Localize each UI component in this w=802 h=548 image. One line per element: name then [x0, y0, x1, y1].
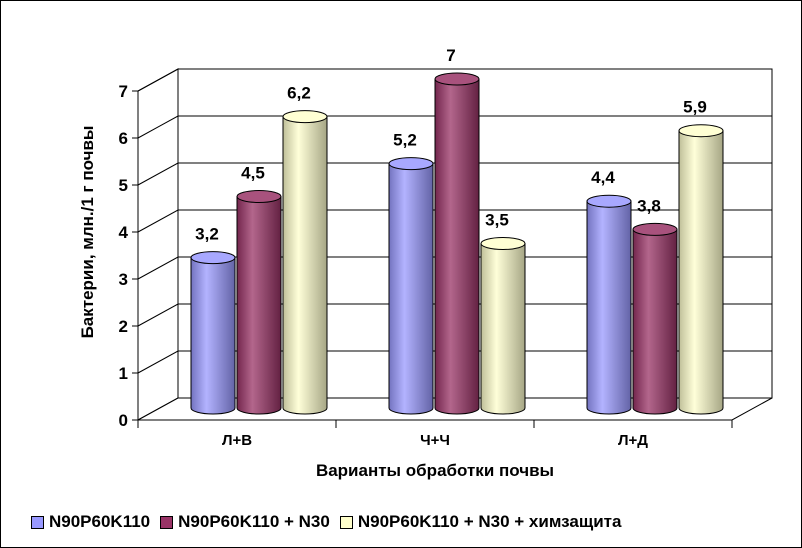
bar-body — [388, 163, 434, 415]
labels-layer: 0 1 2 3 4 5 6 7 Л+В Ч+Ч Л+Д 3,2 5,2 4,4 4,5 7 3,8 6,2 3,5 5… — [119, 46, 707, 449]
bar-top — [236, 190, 282, 203]
bar-body — [678, 130, 724, 415]
y-axis-title: Бактерии, млн./1 г почвы — [78, 126, 97, 339]
legend-swatch — [31, 515, 44, 529]
data-label: 7 — [446, 46, 455, 65]
data-label: 4,4 — [591, 168, 615, 187]
bar — [236, 190, 282, 415]
y-tick-label: 3 — [119, 270, 128, 289]
legend-item: N90P60K110 + N30 + химзащита — [339, 512, 622, 532]
bar-body — [632, 228, 678, 415]
legend: N90P60K110 N90P60K110 + N30 N90P60K110 +… — [31, 512, 631, 532]
y-tick-label: 1 — [119, 364, 128, 383]
legend-swatch — [160, 515, 174, 529]
bar-top — [480, 237, 526, 250]
gridline — [137, 350, 772, 374]
x-category-label: Л+В — [222, 432, 252, 449]
y-tick-label: 0 — [119, 411, 128, 430]
bar-top — [434, 72, 480, 86]
y-tick-label: 5 — [119, 176, 128, 195]
y-tick-label: 7 — [119, 82, 128, 101]
x-category-label: Л+Д — [618, 432, 648, 449]
legend-swatch — [339, 515, 353, 529]
bar-top — [586, 194, 632, 208]
data-label: 5,2 — [393, 131, 417, 150]
x-category-label: Ч+Ч — [420, 432, 450, 449]
gridline — [137, 209, 772, 233]
bar-body — [434, 78, 480, 415]
gridline — [137, 115, 772, 139]
bar-top — [190, 251, 236, 265]
data-label: 3,5 — [485, 211, 509, 230]
legend-label: N90P60K110 — [49, 512, 151, 531]
legend-label: N90P60K110 + N30 + химзащита — [357, 512, 622, 531]
bar-top — [632, 222, 678, 236]
data-label: 3,2 — [195, 225, 219, 244]
side-wall — [137, 68, 179, 421]
data-label: 4,5 — [241, 164, 265, 183]
legend-item: N90P60K110 — [31, 512, 150, 532]
legend-item: N90P60K110 + N30 — [160, 512, 330, 532]
data-label: 5,9 — [683, 98, 707, 117]
x-axis-title: Варианты обработки почвы — [316, 461, 554, 480]
bars-layer — [190, 72, 724, 415]
gridline — [137, 162, 772, 186]
bar-body — [190, 257, 236, 415]
gridline — [137, 68, 772, 92]
gridline — [137, 256, 772, 280]
bar-body — [586, 200, 632, 415]
bar — [586, 194, 632, 415]
legend-label: N90P60K110 + N30 — [178, 512, 330, 531]
bar — [388, 157, 434, 415]
y-tick-label: 2 — [119, 317, 128, 336]
bar — [282, 110, 328, 415]
bar — [678, 124, 724, 415]
y-tick-label: 4 — [119, 223, 129, 242]
gridline — [137, 303, 772, 327]
bar-body — [236, 196, 282, 415]
bar — [480, 237, 526, 415]
data-label: 3,8 — [637, 196, 661, 215]
bar-body — [282, 116, 328, 415]
bar — [632, 222, 678, 415]
bar-top — [388, 157, 434, 171]
bar — [434, 72, 480, 415]
bar-body — [480, 243, 526, 415]
y-tick-label: 6 — [119, 129, 128, 148]
bar-top — [282, 110, 328, 124]
bar — [190, 251, 236, 415]
bar-top — [678, 124, 724, 138]
data-label: 6,2 — [287, 84, 311, 103]
